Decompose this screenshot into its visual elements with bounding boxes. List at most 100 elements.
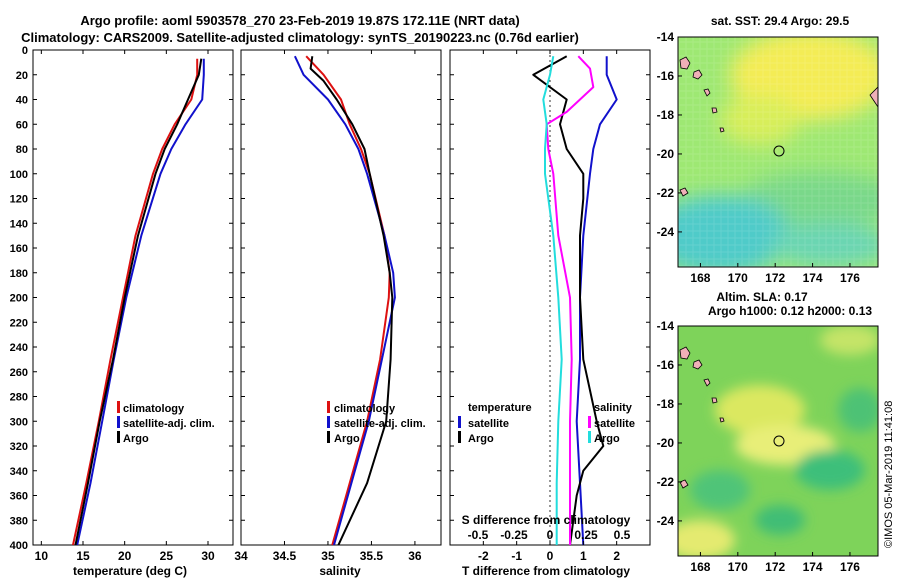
temperature-legend: climatology satellite-adj. clim. Argo — [117, 401, 215, 445]
series-line-satellite-adj-clim- — [76, 58, 205, 545]
x-tick-label: 35.5 — [360, 549, 384, 563]
depth-tick-label: 160 — [10, 243, 28, 255]
map-y-tick-label: -18 — [657, 397, 675, 411]
depth-tick-label: 380 — [10, 515, 28, 527]
map-x-tick-label: 176 — [840, 271, 860, 285]
depth-tick-label: 40 — [16, 95, 28, 107]
sst-map-axes: 168 170 172 174 176 -14 -16 -18 -20 -22 -24 — [657, 30, 861, 285]
profile-axes: 10 15 20 25 30 34 34.5 35 35.5 36 -2 -1 0 1 2 -0.5 -0.25… — [35, 50, 631, 563]
island — [703, 88, 711, 97]
map-x-tick-label: 172 — [765, 560, 785, 574]
legend-heading-temperature: temperature — [468, 402, 532, 414]
map-x-tick-label: 174 — [803, 271, 823, 285]
sla-map-title-line1: Altim. SLA: 0.17 — [716, 290, 808, 304]
island — [692, 69, 703, 80]
legend-label-argo: Argo — [334, 433, 360, 445]
argo-position-marker — [773, 435, 785, 447]
depth-tick-label: 240 — [10, 342, 28, 354]
depth-tick-label: 360 — [10, 491, 28, 503]
map-y-tick-label: -16 — [657, 358, 675, 372]
depth-tick-label: 60 — [16, 119, 28, 131]
map-y-tick-label: -14 — [657, 30, 675, 44]
temperature-panel-frame — [32, 49, 234, 546]
depth-tick-label: 140 — [10, 218, 28, 230]
depth-tick-label: 220 — [10, 317, 28, 329]
difference-legend-salinity: salinity satellite Argo — [588, 402, 635, 445]
sst-pixel-grid — [678, 37, 878, 267]
depth-tick-label: 0 — [22, 45, 28, 57]
salinity-panel-frame — [240, 49, 442, 546]
legend-label-climatology: climatology — [123, 403, 185, 415]
depth-tick-label: 400 — [10, 540, 28, 552]
sla-islands — [679, 346, 725, 489]
depth-tick-label: 300 — [10, 416, 28, 428]
x-tick-label: 34.5 — [273, 549, 297, 563]
map-x-tick-label: 172 — [765, 271, 785, 285]
depth-tick-label: 340 — [10, 466, 28, 478]
legend-label-satellite: satellite-adj. clim. — [123, 418, 215, 430]
series-line-argo — [74, 58, 203, 545]
map-y-tick-label: -14 — [657, 319, 675, 333]
sla-low-patch — [755, 505, 805, 535]
x-tick-label: 10 — [35, 549, 49, 563]
sla-high-patch — [678, 520, 735, 556]
series-line-salinity-argo — [542, 56, 563, 545]
island — [679, 56, 691, 70]
legend-swatch-climatology — [117, 401, 120, 413]
sla-low-patch — [838, 388, 878, 432]
temperature-xlabel: temperature (deg C) — [73, 564, 187, 578]
series-line-climatology — [72, 58, 199, 545]
legend-label-temp-satellite: satellite — [468, 418, 509, 430]
x-tick-label: 34 — [234, 549, 248, 563]
legend-heading-salinity: salinity — [594, 402, 633, 414]
header-title-line2: Climatology: CARS2009. Satellite-adjuste… — [21, 30, 579, 45]
x-tick-label: 35 — [321, 549, 335, 563]
sla-map-field — [678, 326, 878, 556]
temperature-plot-area — [72, 58, 205, 545]
x-tick-label: 0 — [547, 549, 554, 563]
sla-low-patch — [795, 450, 865, 490]
island — [679, 187, 689, 197]
map-y-tick-label: -24 — [657, 514, 675, 528]
legend-swatch-temp-argo — [458, 431, 461, 443]
top-x-tick-label: 0.25 — [574, 528, 598, 542]
sla-low-patch — [690, 470, 750, 510]
top-x-tick-label: -0.25 — [500, 528, 528, 542]
depth-axis: 0 20 40 60 80 100 120 140 160 180 200 220 240 260 280 3… — [10, 45, 650, 552]
legend-label-satellite: satellite-adj. clim. — [334, 418, 426, 430]
series-line-temperature-satellite — [575, 56, 618, 545]
difference-top-xlabel: S difference from climatology — [462, 513, 631, 527]
map-x-tick-label: 174 — [803, 560, 823, 574]
depth-tick-label: 180 — [10, 268, 28, 280]
legend-swatch-satellite — [117, 416, 120, 428]
x-tick-label: -2 — [478, 549, 489, 563]
sst-map-frame — [677, 36, 879, 268]
x-tick-label: 30 — [201, 549, 215, 563]
x-tick-label: 25 — [160, 549, 174, 563]
legend-label-sal-argo: Argo — [594, 433, 620, 445]
legend-label-temp-argo: Argo — [468, 433, 494, 445]
island — [711, 107, 718, 114]
x-tick-label: 2 — [613, 549, 620, 563]
top-x-tick-label: 0.5 — [614, 528, 631, 542]
map-y-tick-label: -16 — [657, 69, 675, 83]
top-x-tick-label: -0.5 — [468, 528, 489, 542]
sst-map-title: sat. SST: 29.4 Argo: 29.5 — [711, 14, 850, 28]
difference-plot-area — [532, 50, 618, 545]
island — [719, 127, 725, 133]
map-x-tick-label: 168 — [690, 560, 710, 574]
series-line-salinity-satellite — [545, 55, 595, 545]
map-x-tick-label: 170 — [728, 560, 748, 574]
depth-tick-label: 200 — [10, 293, 28, 305]
sla-high-patch — [820, 326, 878, 355]
sla-high-patch — [715, 385, 805, 435]
depth-tick-label: 120 — [10, 194, 28, 206]
top-x-tick-label: 0 — [547, 528, 554, 542]
island — [869, 86, 878, 108]
island — [711, 397, 718, 404]
depth-tick-label: 20 — [16, 70, 28, 82]
legend-label-argo: Argo — [123, 433, 149, 445]
series-line-argo — [309, 56, 394, 545]
sst-map-field — [678, 37, 878, 267]
island — [703, 378, 711, 387]
